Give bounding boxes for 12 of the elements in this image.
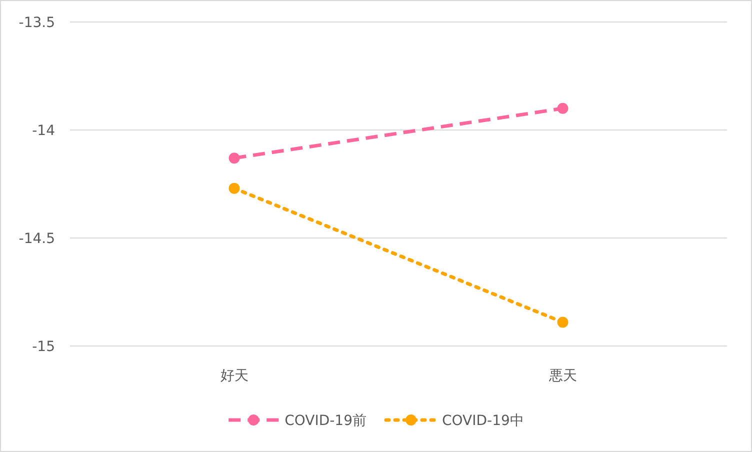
y-tick-label: -14.5 [18,231,55,247]
point [557,102,568,114]
point [228,182,240,194]
y-tick-label: -14 [32,123,56,139]
point [228,152,240,164]
legend-label: COVID-19前 [284,413,367,429]
y-tick-label: -13.5 [18,15,55,31]
x-tick-label: 好天 [220,368,248,384]
y-tick-label: -15 [32,339,55,355]
legend-label: COVID-19中 [442,413,524,429]
x-tick-label: 悪天 [548,368,577,384]
point [557,316,568,328]
